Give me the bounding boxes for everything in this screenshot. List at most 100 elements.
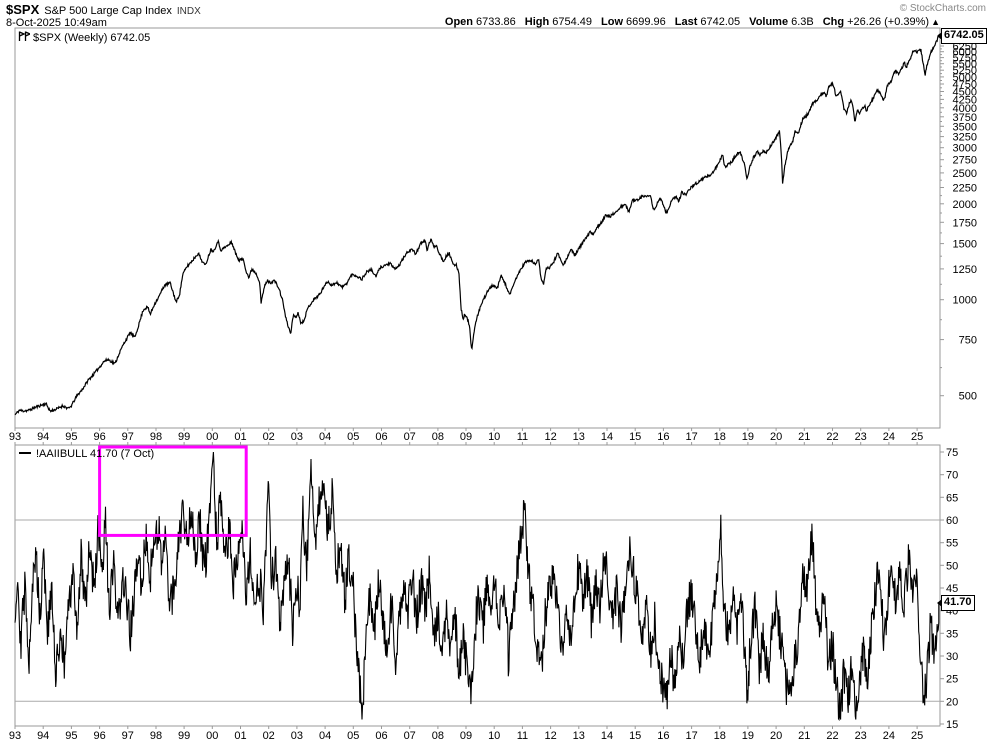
x-axis-label: 20 <box>770 730 782 742</box>
x-axis-label: 96 <box>93 730 105 742</box>
x-axis-label: 11 <box>517 431 528 443</box>
price-axis-label: 1500 <box>953 239 977 251</box>
price-axis-label: 1000 <box>953 295 977 307</box>
price-axis-label: 4000 <box>953 103 977 115</box>
price-axis-label: 2500 <box>953 168 977 180</box>
x-axis-label: 96 <box>93 431 105 443</box>
x-axis-label: 05 <box>347 730 359 742</box>
price-axis-label: 3500 <box>953 121 977 133</box>
x-axis-label: 16 <box>657 431 669 443</box>
x-axis-label: 10 <box>488 431 500 443</box>
x-axis-label: 09 <box>460 730 472 742</box>
low-value: 6699.96 <box>626 16 666 28</box>
quote-summary: Open 6733.86 High 6754.49 Low 6699.96 Last 6742… <box>445 16 940 28</box>
indicator-panel-legend: !AAIIBULL 41.70 (7 Oct) <box>19 448 154 460</box>
x-axis-label: 14 <box>601 730 613 742</box>
price-axis-label: 3000 <box>953 143 977 155</box>
x-axis-label: 11 <box>517 730 528 742</box>
price-axis-label: 5250 <box>953 65 977 77</box>
price-axis-label: 750 <box>959 335 977 347</box>
x-axis-label: 03 <box>291 431 303 443</box>
x-axis-label: 09 <box>460 431 472 443</box>
x-axis-label: 18 <box>714 730 726 742</box>
price-axis-label: 1250 <box>953 264 977 276</box>
price-axis-label: 3250 <box>953 132 977 144</box>
spx-last-price-callout: 6742.05 <box>937 28 987 44</box>
symbol-ticker: $SPX <box>6 2 40 17</box>
price-axis-label: 4750 <box>953 79 977 91</box>
x-axis-label: 06 <box>375 431 387 443</box>
indicator-axis-label: 50 <box>946 560 958 572</box>
series-line-swatch <box>19 452 31 455</box>
x-axis-label: 03 <box>291 730 303 742</box>
x-axis-label: 93 <box>9 431 21 443</box>
x-axis-label: 14 <box>601 431 613 443</box>
x-axis-label: 17 <box>685 431 697 443</box>
price-axis-label: 4250 <box>953 94 977 106</box>
open-label: Open <box>444 16 474 28</box>
indicator-legend-text: !AAIIBULL 41.70 (7 Oct) <box>36 448 155 460</box>
x-axis-label: 24 <box>883 431 895 443</box>
price-axis-label: 2750 <box>953 155 977 167</box>
x-axis-label: 15 <box>629 431 641 443</box>
x-axis-label: 23 <box>855 431 867 443</box>
chart-timestamp: 8-Oct-2025 10:49am <box>6 17 107 29</box>
indicator-axis-label: 30 <box>946 651 958 663</box>
x-axis-label: 25 <box>911 730 923 742</box>
x-axis-label: 12 <box>544 730 556 742</box>
price-panel-frame <box>14 27 941 429</box>
x-axis-label: 99 <box>178 431 190 443</box>
x-axis-label: 13 <box>573 730 585 742</box>
last-label: Last <box>674 16 698 28</box>
price-axis-label: 5000 <box>953 72 977 84</box>
x-axis-label: 97 <box>122 431 134 443</box>
price-axis-label: 5750 <box>953 53 977 65</box>
price-axis-label: 4500 <box>953 87 977 99</box>
indicator-axis-label: 65 <box>946 492 958 504</box>
price-axis-label: 1750 <box>953 217 977 229</box>
x-axis-label: 97 <box>122 730 134 742</box>
symbol-header: $SPX S&P 500 Large Cap Index INDX <box>6 2 201 17</box>
high-value: 6754.49 <box>552 16 593 28</box>
annotation-flags-icon <box>18 31 32 41</box>
x-axis-label: 19 <box>742 730 754 742</box>
x-axis-label: 16 <box>657 730 669 742</box>
x-axis-label: 21 <box>798 431 810 443</box>
price-axis-label: 6000 <box>953 47 977 59</box>
indicator-axis-label: 75 <box>946 447 958 459</box>
x-axis-label: 02 <box>263 431 275 443</box>
x-axis-label: 12 <box>544 431 556 443</box>
x-axis-label: 10 <box>488 730 500 742</box>
volume-label: Volume <box>749 16 789 28</box>
x-axis-label: 22 <box>826 730 838 742</box>
x-axis-label: 94 <box>37 730 49 742</box>
open-value: 6733.86 <box>476 16 516 28</box>
aaii-last-value-callout: 41.70 <box>937 595 975 611</box>
price-axis-label: 500 <box>959 391 977 403</box>
x-axis-label: 05 <box>347 431 359 443</box>
x-axis-label: 00 <box>206 431 218 443</box>
stockcharts-credit: © StockCharts.com <box>899 3 986 14</box>
indicator-axis-label: 55 <box>946 538 958 550</box>
x-axis-label: 07 <box>404 730 416 742</box>
x-axis-label: 95 <box>65 730 77 742</box>
x-axis-label: 94 <box>37 431 49 443</box>
chg-up-arrow-icon: ▲ <box>931 17 940 27</box>
price-axis-label: 2000 <box>953 199 977 211</box>
x-axis-label: 04 <box>319 431 331 443</box>
symbol-exchange: INDX <box>176 6 201 17</box>
high-label: High <box>524 16 550 28</box>
indicator-axis-label: 15 <box>946 719 958 731</box>
chg-label: Chg <box>822 16 845 28</box>
spx-price-line <box>14 33 940 416</box>
x-axis-label: 25 <box>911 431 923 443</box>
x-axis-label: 01 <box>234 730 246 742</box>
x-axis-label: 18 <box>714 431 726 443</box>
x-axis-label: 22 <box>826 431 838 443</box>
x-axis-label: 99 <box>178 730 190 742</box>
x-axis-label: 93 <box>9 730 21 742</box>
indicator-panel-frame <box>14 444 941 727</box>
x-axis-label: 13 <box>573 431 585 443</box>
